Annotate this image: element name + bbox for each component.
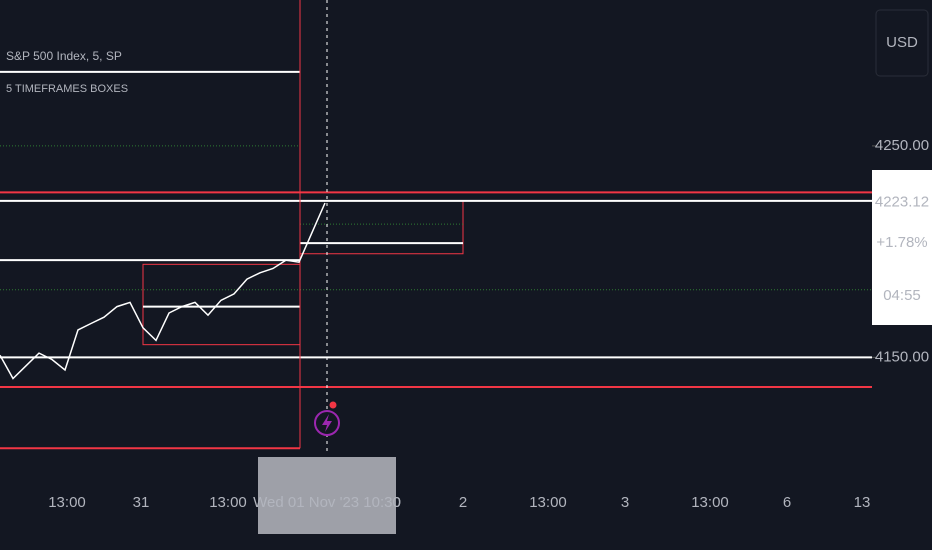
lightning xyxy=(322,414,332,432)
plot-area xyxy=(0,0,876,450)
crosshair-label: Wed 01 Nov '23 10:30 xyxy=(253,494,401,511)
x-tick-label: 13:00 xyxy=(691,494,729,511)
x-tick-label: 13:00 xyxy=(48,494,86,511)
price-line xyxy=(0,202,326,380)
crosshair-label-box xyxy=(258,457,396,534)
x-tick-label: 3 xyxy=(621,494,629,511)
last-price-label: 4223.12 xyxy=(875,194,929,211)
event-dot xyxy=(329,401,337,409)
y-tick-label: 4250.00 xyxy=(875,137,929,154)
x-tick-label: 6 xyxy=(783,494,791,511)
currency-label[interactable]: USD xyxy=(886,34,918,51)
x-tick-label: 13:00 xyxy=(529,494,567,511)
change-label: +1.78% xyxy=(876,234,927,251)
price-label-box xyxy=(872,170,932,325)
x-tick-label: 2 xyxy=(459,494,467,511)
indicator-name: 5 TIMEFRAMES BOXES xyxy=(6,83,128,95)
x-tick-label: 13 xyxy=(854,494,871,511)
y-tick-label: 4150.00 xyxy=(875,348,929,365)
x-tick-label: 13:00 xyxy=(209,494,247,511)
x-tick-label: 31 xyxy=(133,494,150,511)
countdown-label: 04:55 xyxy=(883,287,921,304)
symbol-title: S&P 500 Index, 5, SP xyxy=(6,49,122,63)
currency-button[interactable] xyxy=(875,9,929,77)
